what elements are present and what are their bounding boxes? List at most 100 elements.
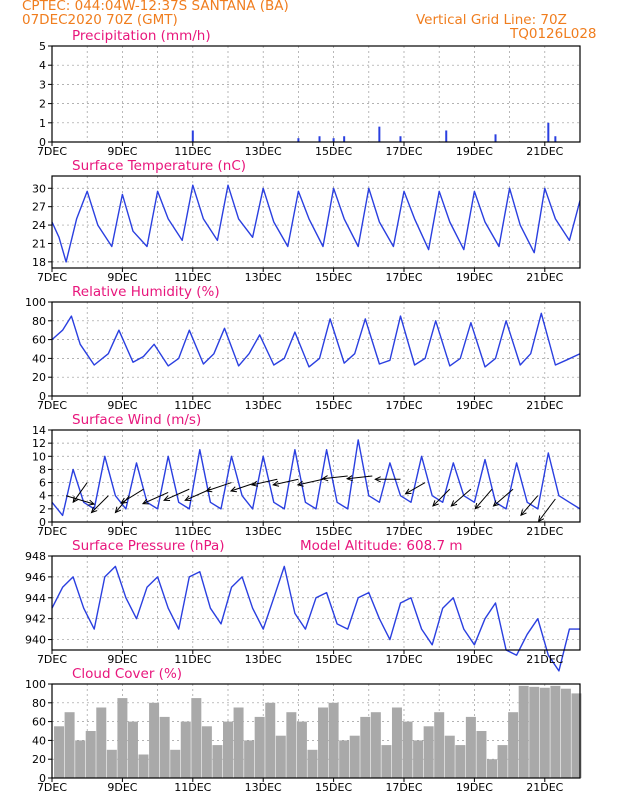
wind-vector [120, 488, 144, 504]
wind-vector [273, 478, 299, 486]
y-tick-label: 4 [39, 59, 46, 72]
cloud-bar [381, 745, 392, 778]
cloud-bar [275, 735, 286, 778]
cloud-bar [370, 712, 381, 778]
wind-vector [163, 488, 190, 501]
wind-arrowhead [72, 496, 79, 504]
y-tick-label: 944 [25, 592, 46, 605]
x-tick-label: 17DEC [385, 145, 422, 158]
wind-arrowhead [184, 495, 192, 502]
cloud-bar [391, 707, 402, 778]
cloud-bar [233, 707, 244, 778]
cloud-bar [265, 702, 276, 778]
y-tick-label: 0 [39, 136, 46, 149]
cloud-bar [117, 698, 128, 778]
wind-arrowhead [404, 488, 412, 495]
x-tick-label: 15DEC [315, 271, 352, 284]
wind-arrowhead [296, 480, 304, 487]
cloud-bar [254, 716, 265, 778]
x-tick-label: 9DEC [107, 399, 137, 412]
x-tick-label: 13DEC [245, 781, 282, 794]
x-tick-label: 9DEC [107, 145, 137, 158]
wind-vector [432, 488, 451, 507]
cloud-bar [223, 721, 233, 778]
y-tick-label: 0 [39, 772, 46, 785]
wind-arrowhead [250, 480, 259, 487]
cloud-bar [508, 712, 519, 778]
x-tick-label: 11DEC [174, 781, 211, 794]
cloud-bar [560, 688, 571, 778]
wind-vector [206, 482, 232, 492]
cloud-bar [201, 726, 212, 778]
wind-arrowhead [474, 502, 481, 510]
cloud-bar [149, 702, 160, 778]
wind-arrowhead [450, 500, 458, 507]
wind-arrowhead [321, 475, 329, 482]
wind-arrowhead [374, 476, 381, 483]
series-line [51, 565, 580, 672]
wind-vector [72, 482, 88, 503]
y-tick-label: 4 [39, 490, 46, 503]
wind-arrowhead [120, 497, 128, 504]
wind-arrowhead [114, 506, 122, 514]
y-tick-label: 80 [32, 697, 46, 710]
y-tick-label: 12 [32, 437, 46, 450]
x-tick-label: 7DEC [37, 399, 67, 412]
wind-arrowhead [229, 486, 237, 493]
y-tick-label: 20 [32, 371, 46, 384]
cloud-bar [286, 712, 297, 778]
x-tick-label: 19DEC [456, 525, 493, 538]
panel-title: Relative Humidity (%) [72, 284, 220, 300]
cloud-bar [539, 687, 550, 778]
cloud-bar [96, 707, 107, 778]
x-tick-label: 17DEC [385, 653, 422, 666]
panel-frame [51, 429, 581, 523]
y-tick-label: 20 [32, 753, 46, 766]
wind-vector [450, 488, 472, 507]
y-tick-label: 2 [39, 98, 46, 111]
precip-bar [191, 130, 194, 142]
cloud-bar [180, 721, 191, 778]
y-tick-label: 2 [39, 503, 46, 516]
x-tick-label: 9DEC [107, 525, 137, 538]
wind-arrowhead [432, 500, 439, 507]
x-tick-label: 15DEC [315, 145, 352, 158]
y-tick-label: 6 [39, 477, 46, 490]
cloud-bar [434, 712, 445, 778]
y-tick-label: 60 [32, 334, 46, 347]
x-tick-label: 7DEC [37, 653, 67, 666]
series-line [51, 439, 581, 517]
x-tick-label: 21DEC [526, 145, 563, 158]
x-tick-label: 21DEC [526, 653, 563, 666]
y-tick-label: 60 [32, 716, 46, 729]
wind-vector [230, 482, 257, 492]
x-tick-label: 13DEC [245, 399, 282, 412]
x-tick-label: 17DEC [385, 399, 422, 412]
x-tick-label: 7DEC [37, 271, 67, 284]
x-tick-label: 7DEC [37, 525, 67, 538]
y-tick-label: 21 [32, 237, 46, 250]
cloud-bar [54, 726, 65, 778]
wind-vector [474, 488, 493, 510]
panel-title: Cloud Cover (%) [72, 666, 182, 682]
y-tick-label: 946 [25, 571, 46, 584]
y-tick-label: 940 [25, 634, 46, 647]
precip-bar [494, 134, 497, 142]
cloud-bar [476, 731, 487, 778]
header-date: 07DEC2020 70Z (GMT) [22, 12, 178, 28]
y-tick-label: 10 [32, 450, 46, 463]
cloud-bar [191, 698, 202, 778]
y-tick-label: 40 [32, 352, 46, 365]
cloud-bar [127, 721, 138, 778]
cloud-bar [455, 745, 466, 778]
precip-bar [297, 138, 300, 142]
y-tick-label: 0 [39, 390, 46, 403]
panel-title: Surface Temperature (nC) [72, 158, 246, 174]
cloud-bar [296, 721, 307, 778]
y-tick-label: 100 [25, 678, 46, 691]
panel-frame [51, 683, 581, 779]
panel-title: Surface Wind (m/s) [72, 412, 201, 428]
precip-bar [318, 136, 321, 142]
y-tick-label: 80 [32, 315, 46, 328]
